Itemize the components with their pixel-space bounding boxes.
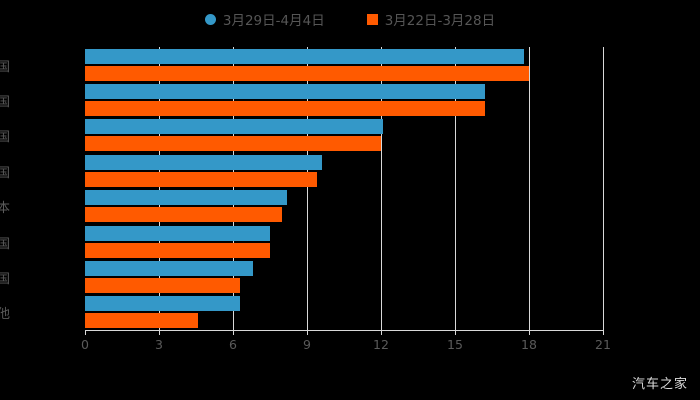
plot-area <box>85 47 604 330</box>
x-axis-tick-label: 9 <box>303 337 311 352</box>
y-axis-category-label: 美国 <box>0 95 10 111</box>
x-axis-tick <box>381 330 382 335</box>
gridline <box>307 47 308 330</box>
y-axis-category-label: 中国 <box>0 165 10 181</box>
gridline <box>233 47 234 330</box>
x-axis-tick-label: 12 <box>373 337 389 352</box>
x-axis-tick <box>233 330 234 335</box>
x-axis-tick-label: 18 <box>521 337 537 352</box>
x-axis-tick-label: 3 <box>155 337 163 352</box>
bar-series-1[interactable] <box>85 48 525 64</box>
legend-swatch-square-icon <box>366 13 378 25</box>
gridline <box>603 47 604 330</box>
bar-series-2[interactable] <box>85 313 199 329</box>
legend-label-series-2: 3月22日-3月28日 <box>384 13 496 29</box>
y-axis-category-label: 其他 <box>0 307 10 323</box>
x-axis-tick <box>529 330 530 335</box>
y-axis-category-label: 法国 <box>0 271 10 287</box>
gridline <box>455 47 456 330</box>
x-axis-tick <box>603 330 604 335</box>
x-axis-tick <box>307 330 308 335</box>
bar-series-1[interactable] <box>85 119 384 135</box>
x-axis-tick <box>159 330 160 335</box>
bar-series-1[interactable] <box>85 154 322 170</box>
y-axis-category-label: 德国 <box>0 130 10 146</box>
watermark: 汽车之家 <box>631 377 688 392</box>
bar-series-2[interactable] <box>85 65 529 81</box>
gridline <box>381 47 382 330</box>
bar-series-2[interactable] <box>85 171 317 187</box>
bar-series-2[interactable] <box>85 136 381 152</box>
x-axis-tick <box>85 330 86 335</box>
gridline <box>529 47 530 330</box>
legend-label-series-1: 3月29日-4月4日 <box>222 13 325 29</box>
gridline <box>159 47 160 330</box>
bar-series-1[interactable] <box>85 84 485 100</box>
x-axis-tick-label: 15 <box>447 337 463 352</box>
legend-swatch-circle-icon <box>204 13 216 25</box>
y-axis-category-label: 英国 <box>0 236 10 252</box>
x-axis-line <box>85 330 604 331</box>
bar-series-2[interactable] <box>85 277 241 293</box>
bar-series-1[interactable] <box>85 296 241 312</box>
y-axis-category-label: 韩国 <box>0 59 10 75</box>
bar-series-2[interactable] <box>85 207 283 223</box>
x-axis-tick <box>455 330 456 335</box>
bar-series-2[interactable] <box>85 242 270 258</box>
bar-series-2[interactable] <box>85 101 485 117</box>
legend-item-series-2[interactable]: 3月22日-3月28日 <box>366 9 496 29</box>
bar-series-1[interactable] <box>85 190 288 206</box>
bar-series-1[interactable] <box>85 260 253 276</box>
x-axis-tick-label: 0 <box>81 337 89 352</box>
chart-legend: 3月29日-4月4日 3月22日-3月28日 <box>0 6 700 32</box>
y-axis-category-label: 日本 <box>0 201 10 217</box>
x-axis-tick-label: 6 <box>229 337 237 352</box>
bar-series-1[interactable] <box>85 225 270 241</box>
legend-item-series-1[interactable]: 3月29日-4月4日 <box>204 9 325 29</box>
x-axis-tick-label: 21 <box>595 337 611 352</box>
